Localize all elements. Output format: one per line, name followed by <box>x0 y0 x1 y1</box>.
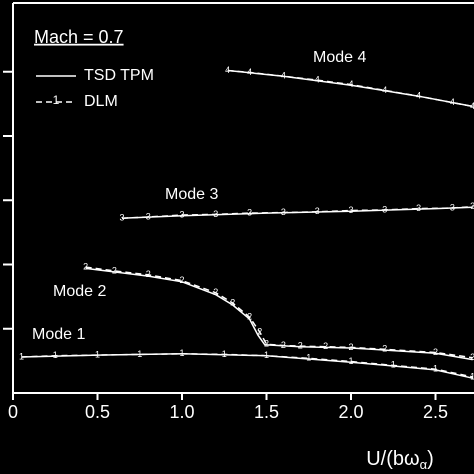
legend-label: TSD TPM <box>84 67 154 84</box>
marker: 2 <box>112 265 117 275</box>
marker: 3 <box>450 202 455 212</box>
marker: 2 <box>146 269 151 279</box>
marker: 3 <box>348 205 353 215</box>
series-line <box>227 69 473 108</box>
annotation: Mode 4 <box>313 49 366 66</box>
marker: 2 <box>247 312 252 322</box>
marker: 2 <box>264 339 269 349</box>
marker: 1 <box>348 356 353 366</box>
marker: 2 <box>298 340 303 350</box>
marker: 3 <box>470 201 474 211</box>
marker: 3 <box>315 206 320 216</box>
marker: 3 <box>213 209 218 219</box>
marker: 1 <box>95 349 100 359</box>
annotation: Mode 1 <box>32 326 85 343</box>
marker: 4 <box>247 67 252 77</box>
marker: 4 <box>225 65 230 75</box>
marker: 2 <box>470 352 474 362</box>
marker: 2 <box>433 347 438 357</box>
marker: 2 <box>281 340 286 350</box>
marker: 1 <box>433 364 438 374</box>
series-line <box>85 266 473 359</box>
legend-marker: 1 <box>53 93 60 107</box>
series-line <box>21 353 473 378</box>
marker: 4 <box>382 85 387 95</box>
marker: 4 <box>450 97 455 107</box>
marker: 3 <box>119 213 124 223</box>
x-tick-label: 0.5 <box>85 402 110 422</box>
marker: 1 <box>306 353 311 363</box>
marker: 1 <box>19 351 24 361</box>
x-title-main: U/(bω <box>366 448 419 470</box>
marker: 3 <box>416 203 421 213</box>
marker: 2 <box>179 275 184 285</box>
marker: 1 <box>53 350 58 360</box>
marker: 4 <box>348 79 353 89</box>
marker: 1 <box>391 360 396 370</box>
x-tick-label: 2.0 <box>338 402 363 422</box>
marker: 3 <box>281 207 286 217</box>
marker: 3 <box>247 207 252 217</box>
marker: 3 <box>146 211 151 221</box>
marker: 1 <box>264 350 269 360</box>
marker: 3 <box>179 209 184 219</box>
marker: 2 <box>323 341 328 351</box>
x-tick-label: 1.5 <box>254 402 279 422</box>
marker: 1 <box>222 349 227 359</box>
marker: 4 <box>416 91 421 101</box>
marker: 2 <box>348 342 353 352</box>
annotation: Mode 2 <box>53 283 106 300</box>
marker: 1 <box>179 348 184 358</box>
x-title-sub: α <box>420 457 428 472</box>
marker: 4 <box>470 101 474 111</box>
marker: 2 <box>230 297 235 307</box>
marker: 4 <box>281 71 286 81</box>
series-line <box>121 205 473 219</box>
marker: 4 <box>315 74 320 84</box>
x-title-close: ) <box>427 448 434 470</box>
legend-label: DLM <box>84 93 118 110</box>
legend-title: Mach = 0.7 <box>34 27 124 47</box>
marker: 1 <box>137 349 142 359</box>
marker: 2 <box>382 344 387 354</box>
marker: 2 <box>83 261 88 271</box>
marker: 2 <box>213 287 218 297</box>
marker: 2 <box>257 326 262 336</box>
annotation: Mode 3 <box>165 186 218 203</box>
marker: 3 <box>382 204 387 214</box>
x-tick-label: 0 <box>8 402 18 422</box>
x-tick-label: 2.5 <box>423 402 448 422</box>
x-axis-title: U/(bωα) <box>366 448 434 472</box>
series-line <box>85 267 473 361</box>
x-tick-label: 1.0 <box>169 402 194 422</box>
marker: 1 <box>470 371 474 381</box>
